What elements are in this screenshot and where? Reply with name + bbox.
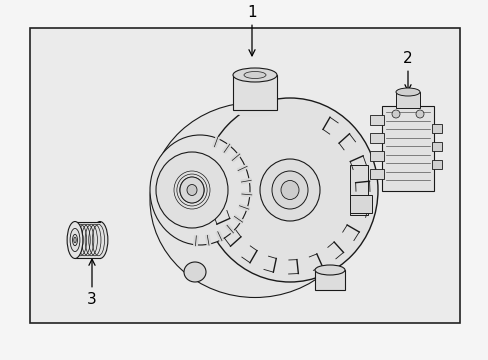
Ellipse shape [281, 180, 298, 199]
Bar [431, 142, 441, 151]
FancyArrow shape [193, 236, 198, 246]
Ellipse shape [70, 229, 80, 252]
Bar [395, 92, 419, 108]
Bar [75, 221, 100, 258]
Bar [431, 124, 441, 133]
Ellipse shape [67, 221, 82, 258]
FancyArrow shape [238, 204, 249, 211]
FancyArrow shape [225, 224, 234, 234]
Ellipse shape [183, 262, 205, 282]
FancyArrow shape [237, 165, 247, 172]
Ellipse shape [271, 171, 307, 209]
Ellipse shape [232, 68, 276, 82]
Bar [369, 169, 383, 179]
Bar [431, 160, 441, 169]
Ellipse shape [150, 103, 359, 297]
Text: 2: 2 [403, 50, 412, 91]
Ellipse shape [72, 234, 77, 246]
Ellipse shape [244, 72, 265, 78]
FancyArrow shape [205, 235, 210, 246]
FancyArrow shape [216, 231, 223, 242]
Ellipse shape [180, 177, 203, 203]
Bar [369, 115, 383, 125]
Circle shape [415, 110, 423, 118]
Ellipse shape [92, 221, 108, 258]
Bar [232, 75, 276, 110]
Bar [349, 195, 371, 213]
Ellipse shape [156, 152, 227, 228]
FancyArrow shape [230, 153, 241, 162]
Ellipse shape [186, 185, 197, 195]
Circle shape [391, 110, 399, 118]
FancyArrow shape [222, 143, 231, 153]
FancyArrow shape [241, 192, 251, 197]
Text: 3: 3 [87, 259, 97, 307]
Ellipse shape [74, 237, 76, 243]
Ellipse shape [314, 265, 345, 275]
Bar [314, 270, 345, 290]
FancyArrow shape [241, 179, 251, 184]
Bar [349, 165, 367, 215]
Text: 1: 1 [246, 5, 256, 56]
Bar [369, 133, 383, 143]
FancyArrow shape [212, 137, 219, 147]
Ellipse shape [202, 98, 377, 282]
Bar [381, 106, 433, 191]
Ellipse shape [232, 103, 276, 117]
Bar [30, 28, 459, 323]
Ellipse shape [260, 159, 319, 221]
Ellipse shape [150, 135, 249, 245]
Bar [369, 151, 383, 161]
Ellipse shape [395, 88, 419, 96]
FancyArrow shape [233, 215, 243, 224]
